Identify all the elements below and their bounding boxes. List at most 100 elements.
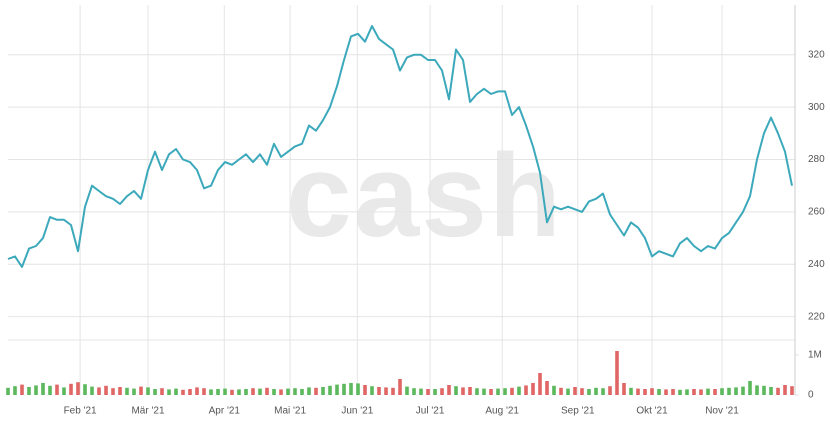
- volume-bar: [153, 389, 157, 395]
- volume-bar: [671, 389, 675, 395]
- volume-bar: [34, 385, 38, 395]
- volume-bar: [461, 387, 465, 395]
- volume-bar: [321, 387, 325, 395]
- volume-bar: [181, 389, 185, 395]
- volume-bar: [412, 388, 416, 395]
- volume-bar: [594, 387, 598, 395]
- volume-bar: [244, 389, 248, 395]
- volume-bar: [755, 385, 759, 395]
- volume-bar: [209, 389, 213, 395]
- x-tick-label: Nov '21: [705, 406, 739, 417]
- volume-bar: [328, 385, 332, 395]
- volume-bar: [629, 387, 633, 395]
- y-tick-label: 240: [808, 259, 825, 270]
- volume-bar: [734, 387, 738, 395]
- volume-bar: [447, 385, 451, 395]
- volume-bar: [125, 387, 129, 395]
- volume-bar: [188, 389, 192, 395]
- volume-bar: [146, 387, 150, 395]
- volume-bar: [265, 387, 269, 395]
- volume-bar: [440, 388, 444, 395]
- volume-bar: [776, 387, 780, 395]
- volume-bar: [587, 389, 591, 395]
- volume-bar: [713, 389, 717, 395]
- volume-bar: [237, 389, 241, 395]
- volume-bar: [97, 387, 101, 395]
- volume-bar: [601, 388, 605, 395]
- volume-bar: [580, 388, 584, 395]
- volume-bar: [48, 385, 52, 395]
- volume-bar: [55, 384, 59, 395]
- volume-bar: [230, 389, 234, 395]
- volume-bar: [391, 387, 395, 395]
- y-tick-label: 220: [808, 311, 825, 322]
- x-tick-label: Sep '21: [561, 406, 595, 417]
- x-tick-label: Jun '21: [341, 406, 373, 417]
- volume-bar: [748, 381, 752, 395]
- volume-bar: [398, 379, 402, 395]
- volume-bar: [573, 387, 577, 395]
- volume-bar: [118, 387, 122, 395]
- y-tick-label: 320: [808, 49, 825, 60]
- volume-bar: [727, 387, 731, 395]
- price-line: [7, 25, 793, 268]
- volume-bar: [720, 388, 724, 395]
- volume-bar: [272, 389, 276, 395]
- volume-bar: [566, 388, 570, 395]
- volume-bar: [258, 388, 262, 395]
- volume-bar: [405, 386, 409, 395]
- x-tick-label: Apr '21: [209, 406, 241, 417]
- volume-bar: [279, 389, 283, 395]
- volume-bar: [6, 387, 10, 395]
- volume-bar: [370, 386, 374, 395]
- volume-bar: [20, 384, 24, 395]
- volume-bar: [41, 383, 45, 395]
- volume-bar: [251, 388, 255, 395]
- volume-bar: [692, 389, 696, 395]
- volume-bar: [538, 373, 542, 395]
- volume-bar: [552, 385, 556, 395]
- volume-bar: [90, 386, 94, 395]
- volume-bar: [503, 388, 507, 395]
- y-tick-label: 300: [808, 102, 825, 113]
- volume-bar: [699, 389, 703, 395]
- x-tick-label: Mär '21: [131, 406, 164, 417]
- watermark: cash: [286, 130, 563, 262]
- volume-bar: [643, 389, 647, 395]
- volume-bar: [762, 385, 766, 395]
- volume-bar: [510, 387, 514, 395]
- volume-bar: [174, 388, 178, 395]
- volume-bar: [636, 388, 640, 395]
- volume-bar: [307, 387, 311, 395]
- volume-bar: [559, 387, 563, 395]
- volume-bar: [650, 388, 654, 395]
- volume-bar: [69, 383, 73, 395]
- volume-bar: [454, 386, 458, 395]
- volume-bar: [202, 388, 206, 395]
- x-tick-label: Okt '21: [636, 406, 668, 417]
- volume-bar: [468, 387, 472, 395]
- volume-bar: [741, 386, 745, 395]
- volume-bar: [356, 383, 360, 395]
- volume-bar: [769, 387, 773, 395]
- x-tick-label: Jul '21: [416, 406, 445, 417]
- volume-bar: [426, 389, 430, 395]
- volume-bar: [545, 381, 549, 395]
- x-tick-label: Aug '21: [485, 406, 519, 417]
- volume-bar: [335, 384, 339, 395]
- volume-bar: [657, 389, 661, 395]
- volume-bar: [216, 389, 220, 395]
- volume-bar: [27, 387, 31, 395]
- volume-bar: [790, 386, 794, 395]
- volume-bar: [62, 387, 66, 395]
- volume-bar: [433, 389, 437, 395]
- volume-bar: [160, 388, 164, 395]
- volume-bar: [76, 382, 80, 395]
- x-tick-label: Mai '21: [274, 406, 306, 417]
- volume-bar: [384, 387, 388, 395]
- volume-bar: [300, 389, 304, 395]
- volume-bar: [475, 388, 479, 395]
- volume-bar: [489, 389, 493, 395]
- volume-bar: [517, 386, 521, 395]
